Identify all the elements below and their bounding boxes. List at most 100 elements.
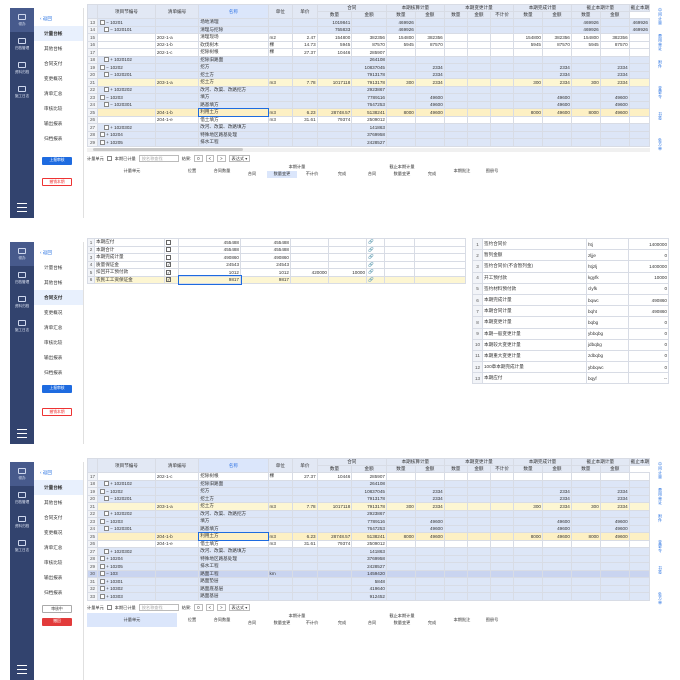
table-row[interactable]: 18 + 1020102 挖除旧路面 264108	[86, 55, 651, 64]
collapse-icon[interactable]	[100, 19, 106, 25]
nav-item[interactable]: 输出报表	[44, 355, 63, 360]
formula-row[interactable]: 7 本期合同计量 bqht 490860	[472, 305, 669, 318]
back-link[interactable]: ‹ 返回	[40, 250, 53, 255]
expand-icon[interactable]	[104, 481, 110, 487]
expand-icon[interactable]	[104, 124, 110, 130]
amount-input[interactable]: 455488	[178, 245, 241, 254]
table-row[interactable]: 14 − 1020101 清理与挖除 755833 469926 469926 469926	[86, 25, 651, 34]
nav-item[interactable]: 计量台帐	[34, 26, 83, 41]
formula-row[interactable]: 11 本期重大变更计量 zdbqbg 0	[472, 349, 669, 363]
formula-row[interactable]: 2 暂列金额 zljje 0	[472, 249, 669, 262]
nav-item[interactable]: 清单汇总	[44, 91, 63, 96]
link-cell[interactable]: 🔗	[366, 275, 385, 284]
side-tab[interactable]: 书签	[658, 566, 663, 575]
expand-icon[interactable]	[104, 511, 110, 517]
nav-item[interactable]: 其他台帐	[44, 500, 63, 505]
table-row[interactable]: 28 + 10204 特殊地区路基处理 3769958	[86, 554, 651, 563]
nav-item[interactable]: 变更概况	[44, 310, 63, 315]
table-row[interactable]: 24 − 1020301 路基填方 7647253 49600 49600 49600	[86, 524, 651, 533]
prev-button[interactable]: <	[205, 155, 215, 162]
collapse-icon[interactable]	[104, 526, 110, 532]
include-checkbox[interactable]: ✓	[166, 269, 171, 275]
link-cell[interactable]: 🔗	[366, 260, 385, 269]
nav-item[interactable]: 输出报表	[44, 575, 63, 580]
formula-row[interactable]: 1 签约合同价 htj 1400000	[472, 237, 669, 251]
submit-review-button[interactable]: 上报审核	[42, 157, 72, 165]
amount-input[interactable]: 490860	[178, 253, 241, 262]
nav-item[interactable]: 输出报表	[44, 121, 63, 126]
include-checkbox[interactable]	[166, 239, 171, 245]
table-row[interactable]: 22 + 1020202 改河、改渠、改路挖方 2923867	[86, 85, 651, 94]
table-row[interactable]: 23 − 10203 填方 7789116 49600 49600 49600	[86, 517, 651, 526]
formula-row[interactable]: 12 100章本期完成计量 ybbqwc 0	[472, 361, 669, 374]
collapse-icon[interactable]	[104, 102, 110, 108]
rail-item-log[interactable]: 施工日志	[10, 80, 34, 104]
expand-icon[interactable]	[100, 556, 106, 562]
prev-button[interactable]: <	[205, 604, 215, 611]
include-checkbox[interactable]	[166, 254, 171, 260]
measured-checkbox[interactable]	[106, 605, 112, 610]
table-row[interactable]: 33 + 10303 路面基层 912452	[86, 592, 651, 601]
link-cell[interactable]: 🔗	[366, 238, 385, 247]
rail-item-docs[interactable]: 资料归档	[10, 510, 34, 534]
side-tab[interactable]: 附件	[658, 60, 663, 69]
table-row[interactable]: 18 + 1020102 挖除旧路面 264108	[86, 479, 651, 488]
expand-icon[interactable]	[100, 132, 106, 138]
side-tab[interactable]: 书签	[658, 112, 663, 121]
nav-item[interactable]: 归档报表	[44, 590, 63, 595]
collapse-icon[interactable]	[100, 518, 106, 524]
nav-item[interactable]: 清单汇总	[44, 325, 63, 330]
table-row[interactable]: 25 204-1-b 利用土方 m3 6.23 28748.57 5138241 8000 49…	[86, 108, 651, 117]
table-row[interactable]: 23 − 10203 填方 7789116 49600 49600 49600	[86, 93, 651, 102]
side-tab[interactable]: 费用单证	[658, 34, 663, 52]
side-tab[interactable]: 处方单	[658, 592, 663, 605]
submit-review-button[interactable]: 上报审核	[42, 385, 72, 393]
nav-item[interactable]: 审核比较	[44, 340, 63, 345]
link-cell[interactable]: 🔗	[366, 245, 385, 254]
rail-item-archive[interactable]: 归档管理	[10, 32, 34, 56]
formula-row[interactable]: 13 本期应付 bqyf --	[472, 372, 669, 385]
rail-item-archive[interactable]: 归档管理	[10, 486, 34, 510]
collapse-icon[interactable]	[100, 64, 106, 70]
expand-icon[interactable]	[104, 548, 110, 554]
table-row[interactable]: 29 + 10205 排水工程 2428527	[86, 138, 651, 147]
table-row[interactable]: 32 + 10302 路面底基层 419640	[86, 584, 651, 593]
next-button[interactable]: >	[217, 155, 226, 162]
menu-icon[interactable]	[17, 429, 27, 438]
rail-item-docs[interactable]: 资料归档	[10, 56, 34, 80]
link-cell[interactable]: 🔗	[366, 268, 385, 277]
table-row[interactable]: 26 204-1-e 借土填方 m3 31.61 79374 2509012	[86, 115, 651, 124]
include-checkbox[interactable]: ✓	[166, 262, 171, 268]
revoke-period-button[interactable]: 撤销本期	[42, 178, 72, 186]
formula-row[interactable]: 5 签约材料预付款 clyfk 0	[472, 282, 669, 295]
payment-row[interactable]: 4 质量保证金 ✓ 24543 24543 🔗	[87, 260, 466, 269]
amount-input[interactable]: 9817	[177, 275, 242, 285]
menu-icon[interactable]	[17, 203, 27, 212]
table-row[interactable]: 27 + 1020302 改河、改渠、改路填方 141863	[86, 547, 651, 556]
amount-input[interactable]: 24543	[178, 260, 241, 269]
table-row[interactable]: 17 202-1-c 挖除树根棵 27.37 10446 285907	[86, 472, 651, 481]
payment-row[interactable]: 3 本期完成计量 490860 490860 🔗	[87, 253, 466, 262]
next-button[interactable]: >	[217, 604, 226, 611]
mode-select[interactable]: 表达式 ▾	[228, 604, 251, 611]
table-row[interactable]: 16 202-1-b 砍伐树木棵 14.73 5945 87570 5945 87570 594…	[86, 40, 651, 49]
side-tab[interactable]: 附件	[658, 514, 663, 523]
nav-item[interactable]: 清单汇总	[44, 545, 63, 550]
expand-icon[interactable]	[100, 139, 106, 145]
table-row[interactable]: 20 − 1020201 挖土方 7913178 2334 2334 2334	[86, 70, 651, 79]
rail-item-log[interactable]: 施工日志	[10, 314, 34, 338]
side-tab[interactable]: 中间计量	[658, 462, 663, 480]
withdraw-button[interactable]: 撤回	[42, 618, 72, 626]
table-row[interactable]: 17 202-1-c 挖除树根棵 27.37 10446 285907	[86, 48, 651, 57]
side-tab[interactable]: 变更令	[658, 86, 663, 99]
link-icon[interactable]: 🔗	[368, 269, 374, 275]
expand-icon[interactable]	[100, 563, 106, 569]
nav-item[interactable]: 审核比较	[44, 560, 63, 565]
table-row[interactable]: 13 − 10201 场地清理 1019841 469926 469926 469926	[86, 18, 651, 27]
expand-icon[interactable]	[100, 586, 106, 592]
search-input[interactable]: 按名称查找	[138, 155, 179, 162]
side-tab[interactable]: 中间计量	[658, 8, 663, 26]
formula-row[interactable]: 10 本期较大变更计量 jdbqbg 0	[472, 338, 669, 351]
nav-item[interactable]: 合同支付	[44, 61, 63, 66]
expand-icon[interactable]	[104, 87, 110, 93]
